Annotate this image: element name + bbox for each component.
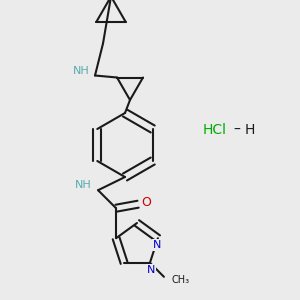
Text: H: H [245,123,255,137]
Text: NH: NH [73,67,90,76]
Text: HCl: HCl [203,123,227,137]
Text: –: – [234,123,240,137]
Text: CH₃: CH₃ [172,275,190,285]
Text: N: N [153,240,161,250]
Text: O: O [141,196,151,209]
Text: N: N [147,265,155,275]
Text: NH: NH [75,180,92,190]
